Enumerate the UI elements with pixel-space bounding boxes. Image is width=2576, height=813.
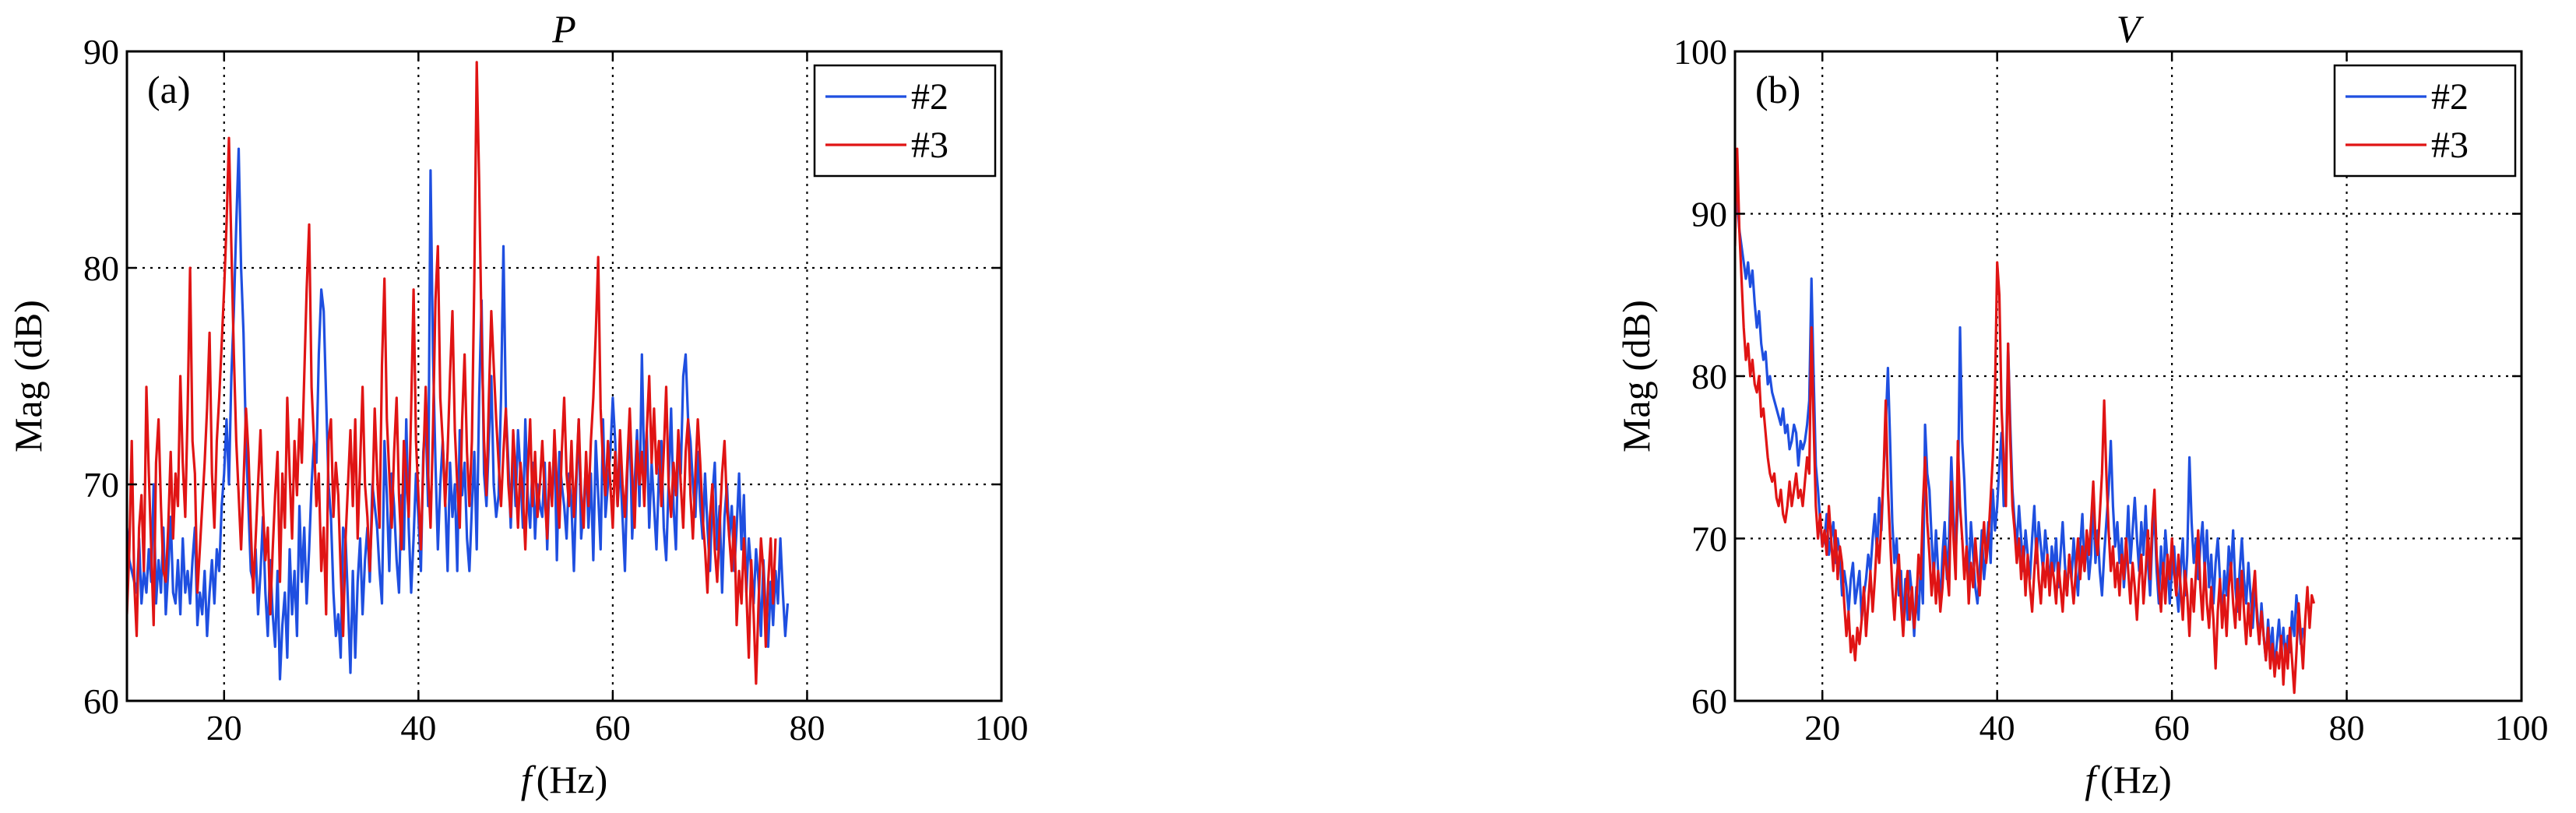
panel-b-xtick-label-60: 60 xyxy=(2154,708,2190,748)
panel-b-ytick-label-70: 70 xyxy=(1691,519,1727,559)
panel-b-series-1-line xyxy=(1735,164,2304,670)
panel-a-legend-box xyxy=(813,64,997,178)
panel-b-legend-label-2: #3 xyxy=(2431,125,2469,166)
panel-b-legend-label-1: #2 xyxy=(2431,76,2469,118)
panel-b-legend: #2#3 xyxy=(2333,64,2517,178)
panel-a-ytick-label-60: 60 xyxy=(83,681,119,721)
panel-a-xlabel-unit: (Hz) xyxy=(537,758,608,801)
panel-a-legend-label-1: #2 xyxy=(911,76,948,118)
panel-a-xtick-label-60: 60 xyxy=(595,708,631,748)
panel-a-ytick-label-70: 70 xyxy=(83,465,119,505)
panel-a-title: P xyxy=(551,7,576,51)
panel-b-ytick-label-60: 60 xyxy=(1691,681,1727,721)
panel-b-legend-box xyxy=(2333,64,2517,178)
panel-b-xlabel-unit: (Hz) xyxy=(2100,758,2172,801)
panel-a-xlabel-variable: f xyxy=(521,758,537,801)
panel-a-ytick-label-80: 80 xyxy=(83,248,119,288)
panel-b-series-2-line xyxy=(1735,147,2316,695)
panel-a-ytick-label-90: 90 xyxy=(83,32,119,72)
panel-b-xtick-label-20: 20 xyxy=(1804,708,1840,748)
panel-b-xlabel: f (Hz) xyxy=(2085,758,2172,801)
panel-a-ylabel: Mag (dB) xyxy=(6,300,50,452)
panel-b-ytick-label-90: 90 xyxy=(1691,195,1727,234)
panel-a-xtick-label-80: 80 xyxy=(789,708,825,748)
panel-a-series-2-line xyxy=(127,61,777,685)
panel-a-xlabel: f (Hz) xyxy=(521,758,608,801)
panel-b-ytick-label-100: 100 xyxy=(1673,32,1727,72)
panel-a-xtick-label-40: 40 xyxy=(400,708,436,748)
panel-b-xtick-label-40: 40 xyxy=(1980,708,2015,748)
panel-b-ytick-label-80: 80 xyxy=(1691,357,1727,396)
panel-b: 20 40 60 80 100 60 70 80 90 100 V (b) f (Hz) Mag (dB) #… xyxy=(1614,7,2549,801)
panel-b-xtick-label-80: 80 xyxy=(2329,708,2365,748)
panel-a-legend-label-2: #3 xyxy=(911,125,948,166)
panel-a-plot-frame xyxy=(125,50,1003,702)
panel-a-xtick-label-100: 100 xyxy=(975,708,1029,748)
panel-b-xlabel-variable: f xyxy=(2085,758,2100,801)
panel-b-ylabel: Mag (dB) xyxy=(1614,300,1658,452)
panel-b-panel-label: (b) xyxy=(1755,68,1800,111)
panel-a-panel-label: (a) xyxy=(147,68,191,111)
panel-a-legend: #2#3 xyxy=(813,64,997,178)
panel-b-title: V xyxy=(2117,7,2145,51)
panel-a-xtick-label-20: 20 xyxy=(206,708,242,748)
panel-b-xtick-label-100: 100 xyxy=(2495,708,2549,748)
